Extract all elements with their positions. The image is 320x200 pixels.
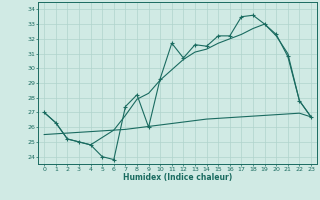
X-axis label: Humidex (Indice chaleur): Humidex (Indice chaleur) — [123, 173, 232, 182]
